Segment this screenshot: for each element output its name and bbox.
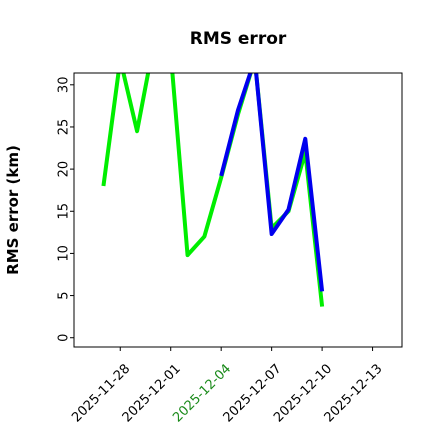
- plot-frame: [73, 72, 403, 348]
- y-tick-label: 25: [57, 119, 72, 136]
- y-tick-label: 10: [57, 245, 72, 262]
- y-tick-label: 15: [57, 203, 72, 220]
- series-line: [219, 73, 325, 292]
- y-tick-label: 5: [57, 291, 72, 299]
- plot-lines: [101, 73, 325, 307]
- chart-title: RMS error: [190, 29, 287, 49]
- y-tick-label: 30: [57, 77, 72, 94]
- y-axis-label: RMS error (km): [4, 145, 22, 275]
- y-tick-label: 0: [57, 334, 72, 342]
- y-tick-label: 20: [57, 161, 72, 178]
- series-line: [101, 73, 325, 307]
